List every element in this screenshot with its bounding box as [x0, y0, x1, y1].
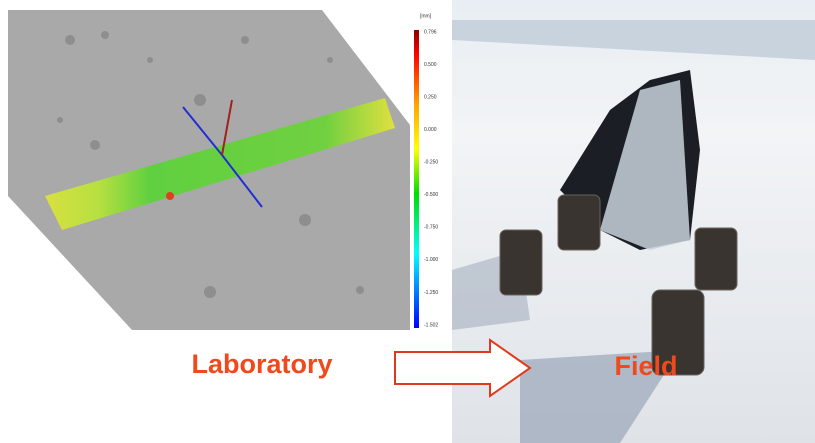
color-bar-label: -0.500 — [424, 192, 438, 198]
color-bar-label: 0.500 — [424, 62, 437, 68]
color-bar — [414, 30, 419, 328]
caption-right: Field — [614, 351, 677, 381]
color-bar-label: -1.250 — [424, 290, 438, 296]
color-bar-label: 0.000 — [424, 127, 437, 133]
page: [mm] 0.796 0.500 0.250 0.000 -0.250 -0.500 -0.… — [0, 0, 815, 443]
color-bar-label: -0.750 — [424, 225, 438, 231]
figure: [mm] 0.796 0.500 0.250 0.000 -0.250 -0.500 -0.… — [0, 0, 815, 443]
color-bar-label: -1.502 — [424, 322, 438, 328]
color-bar-label: -0.250 — [424, 160, 438, 166]
lab-scan: [mm] 0.796 0.500 0.250 0.000 -0.250 -0.500 -0.… — [8, 10, 438, 330]
color-bar-label: 0.250 — [424, 94, 437, 100]
color-bar-labels: 0.796 0.500 0.250 0.000 -0.250 -0.500 -0.750 -1… — [424, 29, 438, 328]
color-bar-label: 0.796 — [424, 29, 437, 35]
color-bar-unit: [mm] — [420, 13, 432, 19]
caption-left: Laboratory — [191, 349, 332, 379]
color-bar-label: -1.000 — [424, 257, 438, 263]
defect — [166, 192, 174, 200]
